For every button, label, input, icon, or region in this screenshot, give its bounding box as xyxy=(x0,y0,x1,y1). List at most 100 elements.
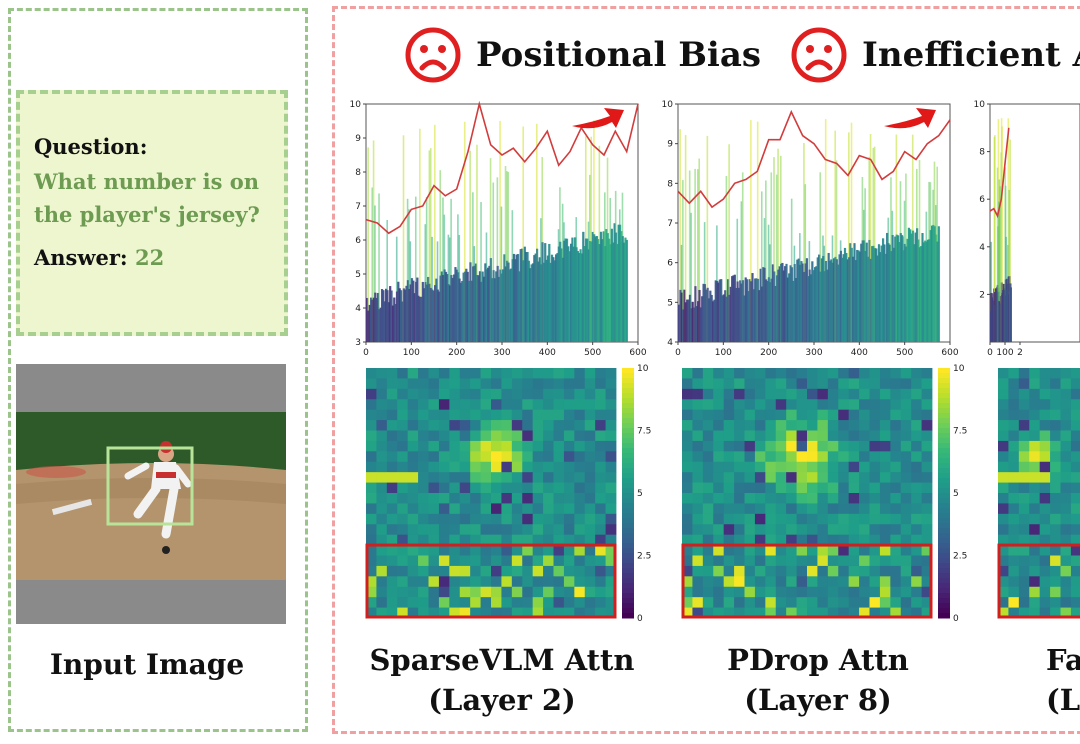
token-bar-base xyxy=(620,231,623,342)
heatmap-cell xyxy=(428,607,440,619)
heatmap-cell xyxy=(501,493,513,504)
heatmap-cell xyxy=(543,409,554,421)
heatmap-cell xyxy=(511,597,523,608)
heatmap-cell xyxy=(397,555,409,567)
heatmap-cell xyxy=(744,493,756,504)
heatmap-cell xyxy=(584,534,596,546)
token-bar-base xyxy=(557,246,560,342)
heatmap-cell xyxy=(734,440,745,452)
heatmap-cell xyxy=(838,482,850,494)
heatmap-cell xyxy=(723,555,735,567)
token-bar-base xyxy=(857,250,860,342)
heatmap-cell xyxy=(543,576,554,588)
heatmap-cell xyxy=(595,576,606,588)
heatmap-cell xyxy=(890,576,902,588)
heatmap-cell xyxy=(574,607,586,619)
heatmap-cell xyxy=(1018,451,1030,463)
token-bar-base xyxy=(888,244,891,342)
heatmap-cell xyxy=(817,565,829,577)
heatmap-cell xyxy=(449,493,461,504)
heatmap-cell xyxy=(734,493,745,504)
heatmap-cell xyxy=(584,461,596,473)
heatmap-cell xyxy=(869,607,881,619)
heatmap-cell xyxy=(470,503,481,515)
heatmap-cell xyxy=(879,493,891,504)
token-bar-base xyxy=(788,273,791,342)
heatmap-cell xyxy=(692,482,704,494)
heatmap-cell xyxy=(879,461,891,473)
heatmap-cell xyxy=(595,565,606,577)
token-bar-base xyxy=(831,262,834,342)
colorbar-segment xyxy=(622,588,634,594)
token-bar-base xyxy=(463,271,467,342)
heatmap-cell xyxy=(605,482,617,494)
colorbar-segment xyxy=(938,368,950,374)
heatmap-cell xyxy=(574,534,586,546)
heatmap-cell xyxy=(418,399,429,411)
heatmap-cell xyxy=(807,440,818,452)
heatmap-cell xyxy=(449,451,461,463)
heatmap-cell xyxy=(765,378,777,390)
token-bar xyxy=(690,212,692,342)
token-bar-base xyxy=(869,258,872,342)
heatmap-cell xyxy=(1008,368,1020,379)
heatmap-cell xyxy=(796,513,808,525)
heatmap-cell xyxy=(890,420,902,431)
heatmap-cell xyxy=(827,586,839,598)
heatmap-cell xyxy=(765,503,777,515)
heatmap-cell xyxy=(366,451,377,463)
heatmap-cell xyxy=(734,555,745,567)
heatmap-cell xyxy=(1029,388,1041,400)
heatmap-cell xyxy=(1070,409,1080,421)
heatmap-cell xyxy=(682,482,693,494)
heatmap-cell xyxy=(605,513,617,525)
heatmap-cell xyxy=(734,409,745,421)
heatmap-cell xyxy=(723,586,735,598)
heatmap-cell xyxy=(765,409,777,421)
heatmap-cell xyxy=(848,513,860,525)
heatmap-cell xyxy=(470,576,481,588)
heatmap-cell xyxy=(775,472,787,483)
token-bar-base xyxy=(819,271,822,342)
heatmap-cell xyxy=(848,388,860,400)
heatmap-cell xyxy=(584,576,596,588)
token-bar-base xyxy=(482,276,486,342)
y-tick-label: 2 xyxy=(979,290,985,300)
heatmap-cell xyxy=(605,597,617,608)
token-bar-base xyxy=(903,243,906,342)
colorbar-segment xyxy=(622,523,634,529)
heatmap-cell xyxy=(376,607,388,619)
y-tick-label: 8 xyxy=(667,179,673,189)
token-bar xyxy=(694,168,696,342)
heatmap-cell xyxy=(744,440,756,452)
colorbar-segment xyxy=(622,458,634,464)
heatmap-cell xyxy=(900,524,912,536)
heatmap-cell xyxy=(522,503,534,515)
token-bar-base xyxy=(717,282,720,342)
token-bar-base xyxy=(720,279,723,342)
heatmap-cell xyxy=(522,482,534,494)
heatmap-cell xyxy=(890,430,902,442)
token-bar-base xyxy=(448,285,452,342)
token-bar-base xyxy=(886,232,889,342)
heatmap-cell xyxy=(511,524,523,536)
token-bar xyxy=(402,135,405,342)
heatmap-cell xyxy=(522,472,534,483)
heatmap-cell xyxy=(532,472,544,483)
heatmap-cell xyxy=(491,378,502,390)
token-bar xyxy=(998,179,1001,342)
token-bar-base xyxy=(898,242,901,342)
heatmap-cell xyxy=(605,378,617,390)
heatmap-cell xyxy=(817,451,829,463)
heatmap-cell xyxy=(1039,409,1051,421)
answer-label: Answer: xyxy=(34,245,128,270)
heatmap-cell xyxy=(723,524,735,536)
colorbar-segment xyxy=(622,613,634,619)
token-bar-base xyxy=(455,269,458,342)
token-bar-base xyxy=(778,266,781,342)
token-bar-base xyxy=(762,267,765,342)
heatmap-cell xyxy=(376,586,388,598)
heatmap-cell xyxy=(754,472,766,483)
heatmap-cell xyxy=(459,461,471,473)
heatmap-cell xyxy=(459,576,471,588)
